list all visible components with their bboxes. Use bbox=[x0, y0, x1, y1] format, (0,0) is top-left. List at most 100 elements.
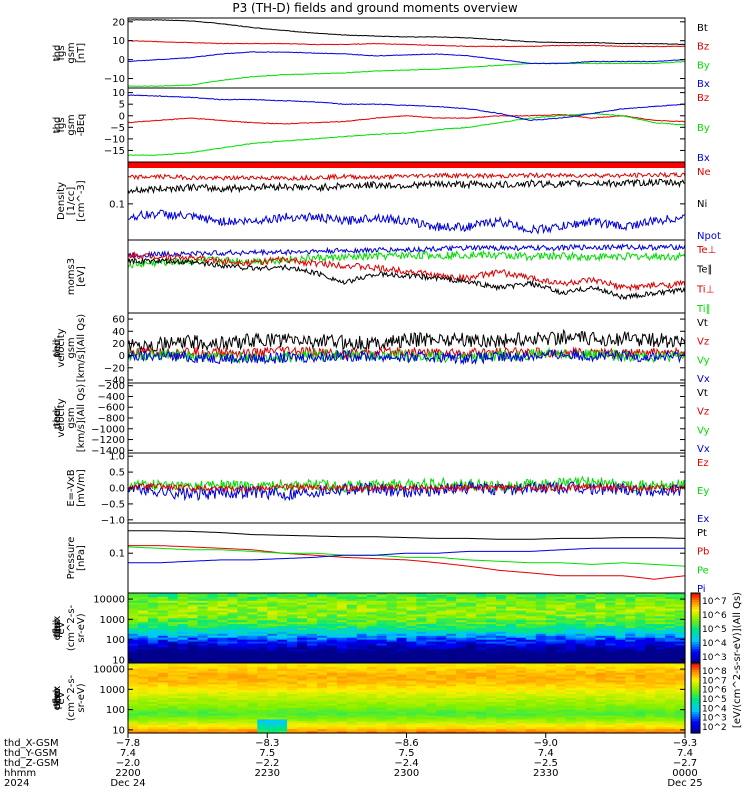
spectrogram-cell bbox=[595, 631, 606, 635]
spectrogram-cell bbox=[436, 659, 447, 662]
spectrogram-cell bbox=[456, 635, 467, 639]
spectrogram-cell bbox=[446, 628, 457, 631]
spectrogram-cell bbox=[625, 686, 636, 689]
spectrogram-cell bbox=[665, 651, 676, 654]
spectrogram-cell bbox=[645, 602, 656, 606]
spectrogram-cell bbox=[257, 684, 268, 687]
spectrogram-cell bbox=[267, 664, 278, 668]
spectrogram-cell bbox=[137, 684, 149, 687]
spectrogram-cell bbox=[356, 729, 368, 732]
spectrogram-cell bbox=[605, 596, 616, 600]
spectrogram-cell bbox=[476, 707, 487, 711]
spectrogram-cell bbox=[137, 686, 149, 689]
spectrogram-cell bbox=[406, 629, 417, 633]
spectrogram-cell bbox=[217, 616, 228, 619]
spectrogram-cell bbox=[406, 614, 417, 617]
spectrogram-cell bbox=[157, 600, 169, 604]
spectrogram-cell bbox=[515, 618, 527, 621]
spectrogram-cell bbox=[157, 655, 169, 658]
spectrogram-cell bbox=[575, 666, 587, 670]
spectrogram-cell bbox=[615, 709, 626, 713]
spectrogram-cell bbox=[575, 676, 587, 680]
y-tick-label: 100 bbox=[106, 705, 125, 716]
spectrogram-cell bbox=[227, 629, 238, 633]
spectrogram-cell bbox=[237, 604, 248, 608]
spectrogram-cell bbox=[545, 598, 557, 602]
spectrogram-cell bbox=[585, 705, 596, 709]
spectrogram-cell bbox=[555, 701, 567, 705]
spectrogram-cell bbox=[416, 633, 427, 637]
spectrogram-cell bbox=[147, 659, 159, 662]
spectrogram-cell bbox=[386, 721, 398, 724]
spectrogram-cell bbox=[366, 711, 378, 715]
spectrogram-cell bbox=[346, 715, 358, 718]
spectrogram-cell bbox=[665, 663, 676, 666]
spectrogram-cell bbox=[515, 686, 527, 689]
spectrogram-cell bbox=[197, 668, 209, 672]
spectrogram-cell bbox=[157, 723, 169, 726]
spectrogram-cell bbox=[506, 661, 517, 664]
spectrogram-cell bbox=[147, 612, 159, 615]
spectrogram-cell bbox=[257, 731, 268, 734]
spectrogram-cell bbox=[625, 666, 636, 670]
spectrogram-cell bbox=[177, 686, 189, 689]
spectrogram-cell bbox=[525, 699, 537, 703]
spectrogram-cell bbox=[585, 715, 596, 718]
spectrogram-cells bbox=[128, 663, 686, 734]
spectrogram-cell bbox=[217, 604, 228, 608]
spectrogram-cell bbox=[237, 705, 248, 709]
spectrogram-cell bbox=[326, 698, 338, 701]
spectrogram-cell bbox=[416, 624, 427, 627]
spectrogram-cell bbox=[645, 655, 656, 658]
spectrogram-cell bbox=[635, 701, 646, 705]
colorbar-tick-label: 10^5 bbox=[702, 625, 727, 635]
spectrogram-cell bbox=[128, 653, 139, 656]
colorbar-cell bbox=[691, 719, 700, 722]
spectrogram-cell bbox=[386, 670, 398, 674]
spectrogram-cell bbox=[396, 684, 408, 687]
spectrogram-cell bbox=[307, 645, 318, 648]
spectrogram-cell bbox=[137, 633, 149, 637]
spectrogram-cell bbox=[406, 707, 417, 711]
spectrogram-cell bbox=[336, 717, 348, 720]
spectrogram-cell bbox=[376, 715, 388, 718]
spectrogram-cell bbox=[346, 661, 358, 664]
spectrogram-cell bbox=[287, 641, 298, 645]
spectrogram-cell bbox=[197, 715, 209, 718]
spectrogram-cell bbox=[187, 680, 199, 683]
spectrogram-cell bbox=[207, 699, 219, 703]
spectrogram-cell bbox=[515, 699, 527, 703]
spectrogram-cell bbox=[366, 647, 378, 650]
spectrogram-cell bbox=[128, 678, 139, 682]
spectrogram-cell bbox=[416, 684, 427, 687]
spectrogram-cell bbox=[436, 620, 447, 623]
spectrogram-cell bbox=[535, 608, 547, 612]
spectrogram-cell bbox=[277, 674, 288, 678]
spectrogram-cell bbox=[506, 731, 517, 734]
spectrogram-cell bbox=[326, 629, 338, 633]
spectrogram-cell bbox=[257, 626, 268, 629]
spectrogram-cell bbox=[506, 633, 517, 637]
spectrogram-cell bbox=[177, 661, 189, 664]
y-axis-label: thd bbox=[52, 45, 63, 62]
spectrogram-cell bbox=[177, 696, 189, 699]
spectrogram-cell bbox=[535, 694, 547, 697]
spectrogram-cell bbox=[486, 637, 497, 641]
spectrogram-cell bbox=[386, 628, 398, 631]
spectrogram-cell bbox=[177, 690, 189, 693]
spectrogram-cell bbox=[147, 639, 159, 643]
spectrogram-cell bbox=[535, 707, 547, 711]
spectrogram-cell bbox=[356, 633, 368, 637]
series-line-Ni bbox=[127, 177, 686, 195]
spectrogram-cell bbox=[486, 666, 497, 670]
colorbar-cell bbox=[691, 658, 700, 662]
spectrogram-cell bbox=[297, 649, 308, 652]
spectrogram-cell bbox=[555, 678, 567, 682]
spectrogram-cell bbox=[675, 678, 686, 682]
colorbar-tick-label: 10^6 bbox=[702, 686, 727, 696]
spectrogram-cell bbox=[406, 694, 417, 697]
spectrogram-cell bbox=[287, 600, 298, 604]
spectrogram-cell bbox=[406, 624, 417, 627]
spectrogram-cell bbox=[665, 672, 676, 676]
spectrogram-cell bbox=[197, 657, 209, 660]
